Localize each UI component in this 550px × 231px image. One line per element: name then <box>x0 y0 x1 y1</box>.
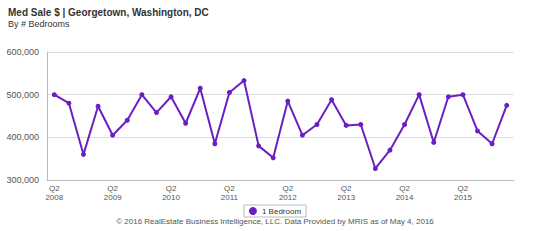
svg-text:© 2016 RealEstate Business Int: © 2016 RealEstate Business Intelligence,… <box>116 217 434 226</box>
svg-text:1 Bedroom: 1 Bedroom <box>262 207 301 216</box>
svg-text:Q2: Q2 <box>166 184 177 193</box>
svg-text:2013: 2013 <box>337 193 355 202</box>
svg-text:2008: 2008 <box>45 193 63 202</box>
svg-text:Med Sale $ | Georgetown, Washi: Med Sale $ | Georgetown, Washington, DC <box>8 7 209 18</box>
svg-text:2015: 2015 <box>454 193 472 202</box>
svg-text:2010: 2010 <box>162 193 180 202</box>
svg-text:Q2: Q2 <box>399 184 410 193</box>
svg-text:Q2: Q2 <box>282 184 293 193</box>
svg-text:2014: 2014 <box>396 193 414 202</box>
svg-text:600,000: 600,000 <box>6 47 39 57</box>
svg-text:Q2: Q2 <box>458 184 469 193</box>
svg-text:2012: 2012 <box>279 193 297 202</box>
svg-text:500,000: 500,000 <box>6 90 39 100</box>
svg-text:2011: 2011 <box>221 193 239 202</box>
svg-text:Q2: Q2 <box>49 184 60 193</box>
svg-text:2009: 2009 <box>104 193 122 202</box>
svg-text:300,000: 300,000 <box>6 175 39 185</box>
svg-text:Q2: Q2 <box>341 184 352 193</box>
svg-text:400,000: 400,000 <box>6 132 39 142</box>
svg-text:Q2: Q2 <box>107 184 118 193</box>
svg-text:By # Bedrooms: By # Bedrooms <box>8 19 70 29</box>
svg-text:Q2: Q2 <box>224 184 235 193</box>
